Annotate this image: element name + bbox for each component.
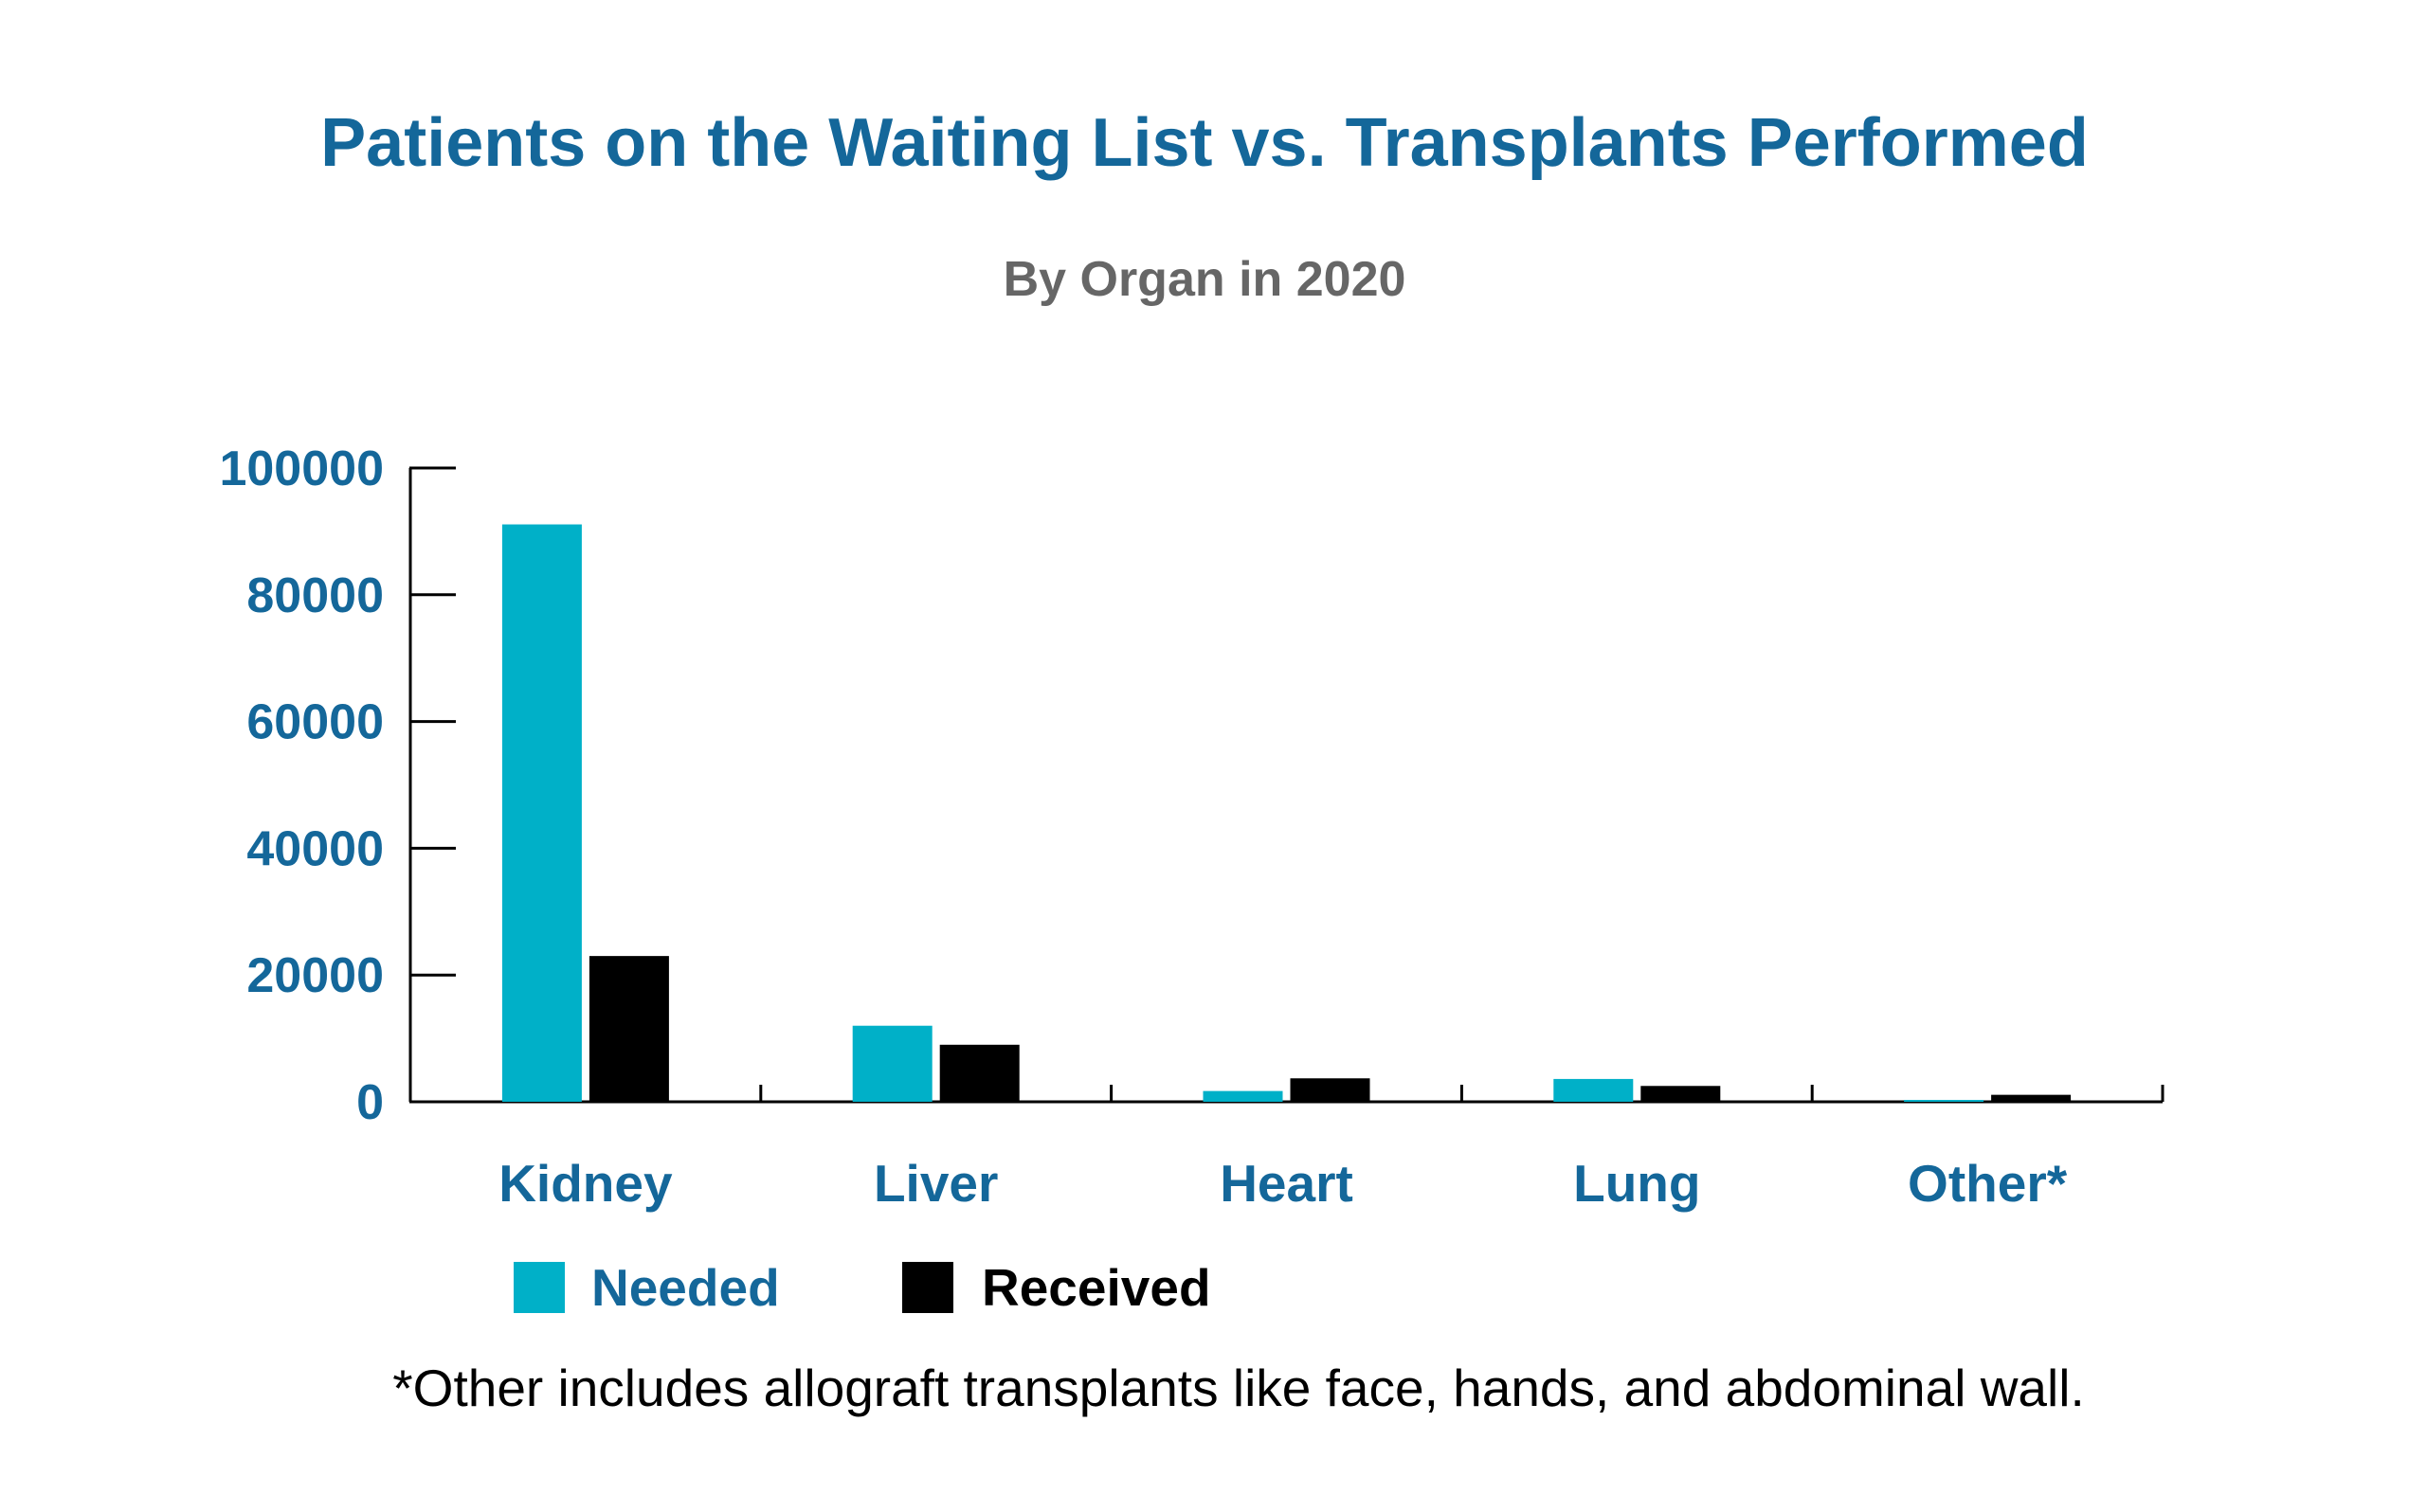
bar-needed-liver	[853, 1026, 933, 1102]
bar-received-liver	[940, 1045, 1020, 1102]
x-category-label: Other*	[1908, 1154, 2068, 1213]
y-tick-label: 40000	[246, 821, 384, 876]
x-category-label: Kidney	[498, 1154, 673, 1213]
y-tick-label: 20000	[246, 948, 384, 1003]
bar-needed-other	[1904, 1100, 1983, 1102]
chart-subtitle: By Organ in 2020	[1004, 252, 1406, 307]
x-category-label: Liver	[874, 1154, 998, 1213]
y-tick-label: 60000	[246, 695, 384, 750]
x-axis	[410, 1085, 2163, 1102]
bar-needed-kidney	[502, 525, 582, 1102]
y-axis: 0 20000 40000 60000 80000 100000	[219, 441, 456, 1130]
bar-needed-lung	[1553, 1079, 1633, 1102]
legend-swatch-received	[902, 1262, 953, 1313]
bar-received-other	[1991, 1095, 2071, 1102]
chart-title: Patients on the Waiting List vs. Transpl…	[320, 105, 2089, 181]
legend-swatch-needed	[514, 1262, 565, 1313]
chart: Patients on the Waiting List vs. Transpl…	[0, 0, 2409, 1512]
bar-received-lung	[1640, 1086, 1720, 1102]
y-tick-label: 0	[356, 1075, 384, 1130]
bar-received-heart	[1291, 1078, 1370, 1102]
x-category-label: Heart	[1220, 1154, 1353, 1213]
bar-needed-heart	[1204, 1091, 1283, 1102]
x-category-label: Lung	[1573, 1154, 1700, 1213]
category-labels: Kidney Liver Heart Lung Other*	[498, 1154, 2068, 1213]
bar-received-kidney	[589, 956, 669, 1102]
legend-label-received: Received	[982, 1258, 1211, 1317]
legend-label-needed: Needed	[591, 1258, 780, 1317]
y-tick-label: 80000	[246, 568, 384, 623]
bars	[502, 525, 2071, 1102]
legend: Needed Received	[514, 1258, 1211, 1317]
footnote: *Other includes allograft transplants li…	[392, 1359, 2084, 1417]
y-tick-label: 100000	[219, 441, 384, 496]
